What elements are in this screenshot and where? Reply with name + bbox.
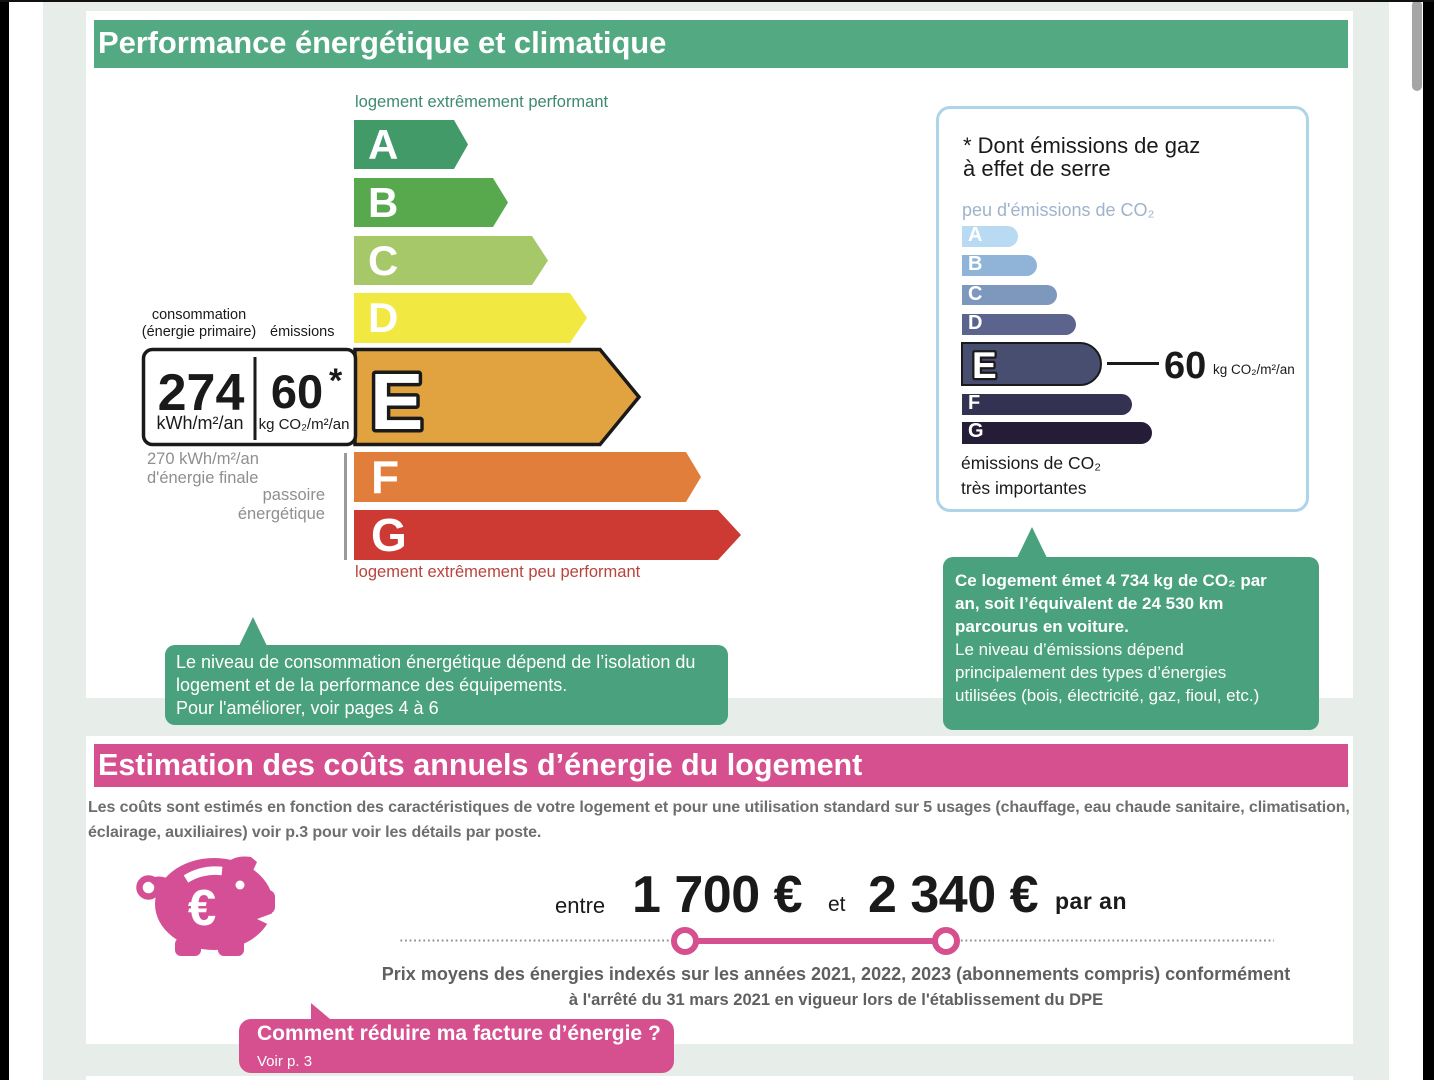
svg-text:kg CO₂/m²/an: kg CO₂/m²/an bbox=[259, 416, 350, 433]
svg-text:60: 60 bbox=[271, 365, 323, 418]
svg-text:kWh/m²/an: kWh/m²/an bbox=[156, 413, 243, 433]
svg-text:E: E bbox=[370, 357, 423, 446]
svg-text:274: 274 bbox=[158, 364, 245, 422]
svg-text:€: € bbox=[188, 879, 216, 936]
svg-text:E: E bbox=[972, 345, 997, 386]
svg-text:*: * bbox=[329, 362, 343, 400]
